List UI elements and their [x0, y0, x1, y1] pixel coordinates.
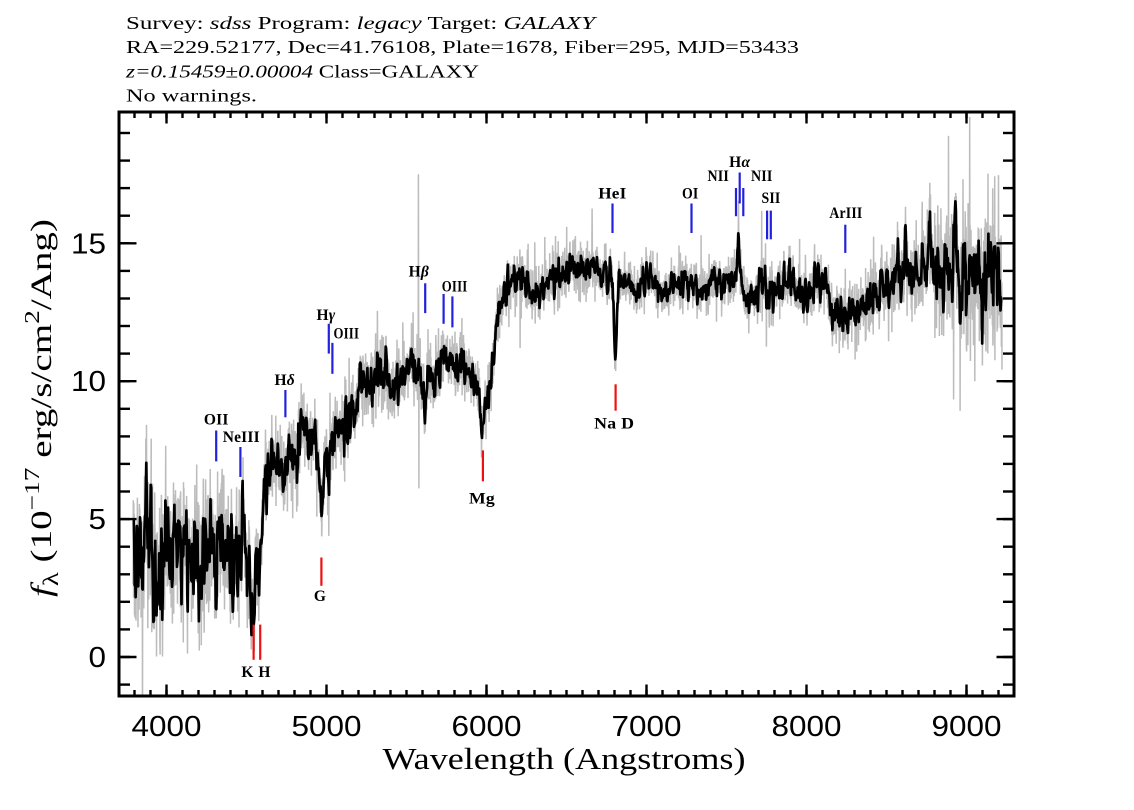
svg-text:No warnings.: No warnings. [126, 86, 257, 106]
svg-text:Hγ: Hγ [316, 307, 335, 324]
svg-text:15: 15 [71, 228, 106, 260]
svg-text:G: G [314, 588, 326, 605]
svg-text:OIII: OIII [334, 326, 360, 343]
svg-text:4000: 4000 [132, 711, 202, 743]
svg-text:7000: 7000 [612, 711, 682, 743]
svg-text:OII: OII [204, 412, 229, 429]
svg-text:Hβ: Hβ [409, 264, 429, 281]
svg-text:NII: NII [708, 168, 730, 185]
svg-text:0: 0 [89, 642, 107, 674]
svg-text:HeI: HeI [598, 185, 626, 202]
svg-text:Hδ: Hδ [274, 372, 294, 389]
svg-text:NII: NII [751, 168, 773, 185]
svg-text:H: H [258, 664, 270, 681]
svg-text:9000: 9000 [932, 711, 1002, 743]
svg-text:Survey: sdss Program: legacy T: Survey: sdss Program: legacy Target: GAL… [126, 13, 598, 33]
svg-text:OIII: OIII [442, 279, 468, 296]
svg-text:6000: 6000 [452, 711, 522, 743]
svg-text:10: 10 [71, 366, 106, 398]
svg-text:8000: 8000 [772, 711, 842, 743]
svg-text:ArIII: ArIII [829, 205, 862, 222]
svg-text:SII: SII [762, 190, 781, 207]
svg-text:RA=229.52177, Dec=41.76108, Pl: RA=229.52177, Dec=41.76108, Plate=1678, … [126, 37, 799, 57]
svg-text:fλ (10−17 erg/s/cm2/Ang): fλ (10−17 erg/s/cm2/Ang) [20, 219, 63, 597]
svg-text:K: K [241, 664, 253, 681]
svg-text:Mg: Mg [469, 491, 495, 508]
svg-text:Wavelength (Angstroms): Wavelength (Angstroms) [383, 741, 746, 776]
svg-text:Na D: Na D [594, 416, 634, 433]
svg-text:5: 5 [89, 504, 107, 536]
svg-text:OI: OI [682, 185, 699, 202]
svg-text:Hα: Hα [729, 154, 750, 171]
svg-text:5000: 5000 [292, 711, 362, 743]
svg-text:NeIII: NeIII [223, 429, 260, 446]
svg-text:z=0.15459±0.00004 Class=GALAXY: z=0.15459±0.00004 Class=GALAXY [125, 62, 480, 82]
